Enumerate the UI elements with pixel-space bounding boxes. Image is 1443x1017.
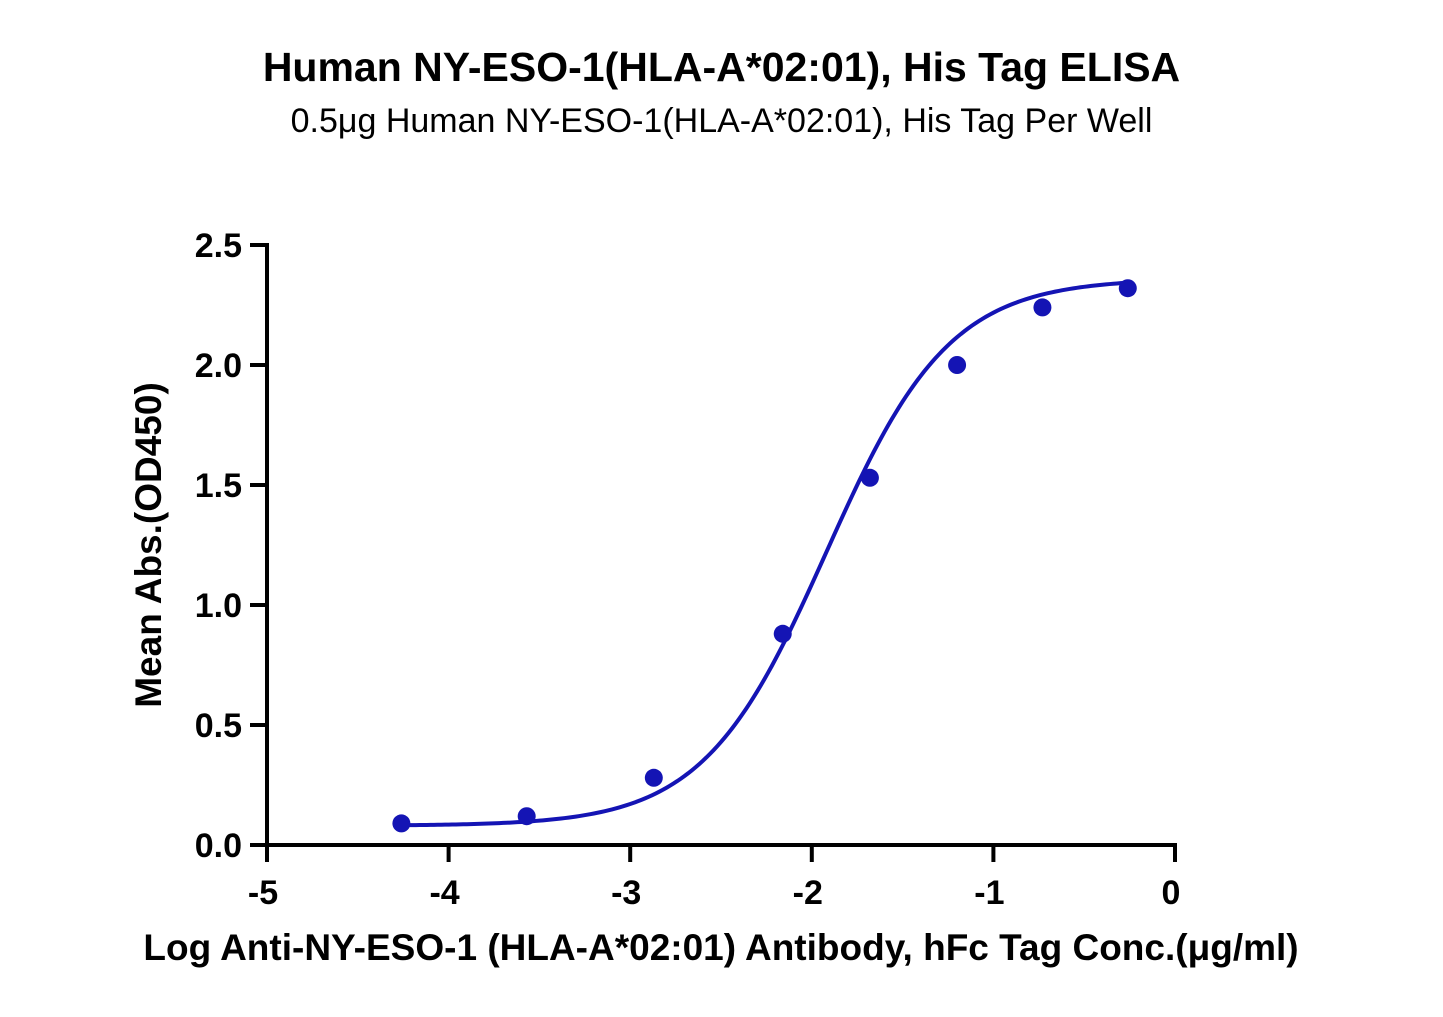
fit-curve	[401, 280, 1128, 828]
y-tick-label: 1.0	[195, 587, 242, 625]
x-tick-label: -3	[611, 874, 641, 912]
y-tick-label: 0.0	[195, 827, 242, 865]
y-tick-label: 0.5	[195, 707, 242, 745]
x-tick-label: -1	[974, 874, 1004, 912]
data-point	[517, 807, 536, 826]
x-axis-label: Log Anti-NY-ESO-1 (HLA-A*02:01) Antibody…	[143, 927, 1298, 968]
data-points-layer	[392, 279, 1137, 833]
data-point	[1118, 279, 1137, 298]
chart-title: Human NY-ESO-1(HLA-A*02:01), His Tag ELI…	[262, 44, 1181, 90]
x-tick-label: -4	[429, 874, 459, 912]
fit-curve-layer	[401, 280, 1128, 828]
data-point	[948, 356, 967, 374]
x-tick-label: -5	[248, 874, 278, 912]
data-point	[860, 468, 879, 487]
data-point	[644, 768, 663, 787]
y-tick-label: 2.5	[195, 227, 242, 265]
data-point	[1033, 298, 1052, 317]
y-tick-label: 1.5	[195, 467, 242, 505]
data-point	[773, 624, 792, 643]
y-axis-label: Mean Abs.(OD450)	[128, 382, 169, 708]
x-tick-label: 0	[1162, 874, 1181, 912]
chart-subtitle: 0.5μg Human NY-ESO-1(HLA-A*02:01), His T…	[290, 102, 1153, 140]
chart-axes: 0.0 0.5 1.0 1.5 2.0 2.5 -5 -4 -3 -2 -1 0	[195, 227, 1181, 912]
data-point	[392, 814, 411, 833]
y-tick-label: 2.0	[195, 347, 242, 385]
x-tick-label: -2	[793, 874, 823, 912]
